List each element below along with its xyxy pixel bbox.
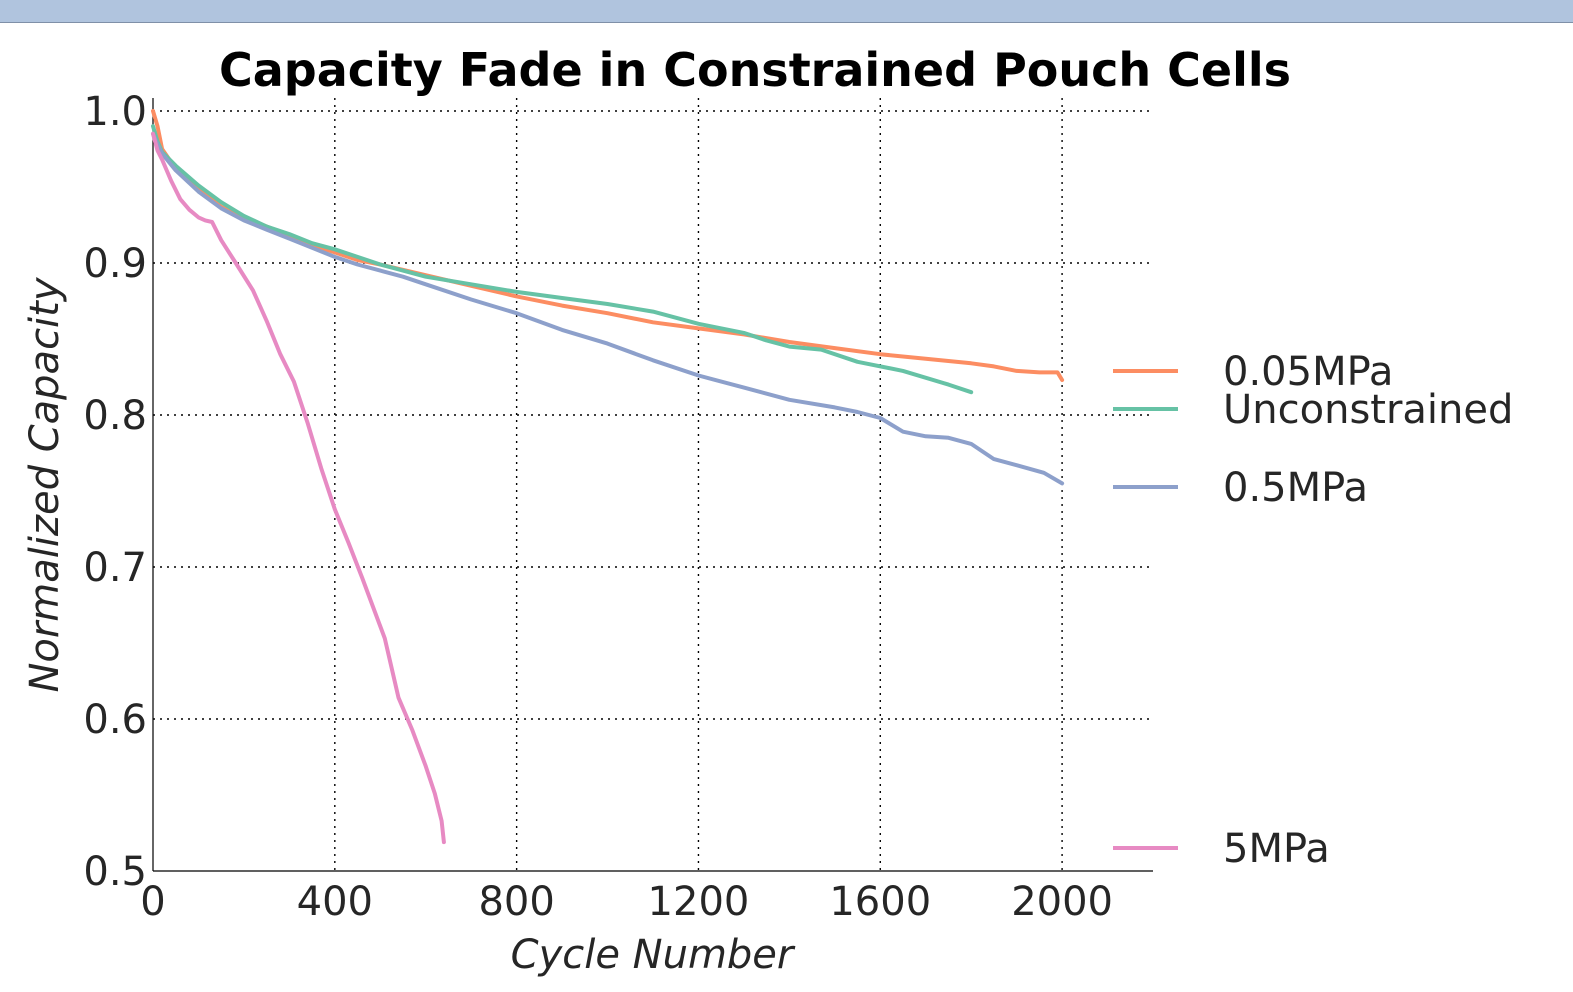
x-tick-label: 2000 — [1011, 879, 1113, 925]
legend-label-0-05mpa: 0.05MPa — [1223, 349, 1393, 395]
chart-title: Capacity Fade in Constrained Pouch Cells — [219, 43, 1291, 97]
y-tick-label: 1.0 — [83, 89, 147, 135]
y-tick-label: 0.6 — [83, 697, 147, 743]
legend-label-0-5mpa: 0.5MPa — [1223, 465, 1368, 511]
legend-label-5mpa: 5MPa — [1223, 826, 1330, 872]
series-line-unconstrained — [151, 124, 974, 395]
series-lines — [151, 109, 1065, 845]
tick-labels: 0.5 0.6 0.7 0.8 0.9 1.0 0 400 800 1200 1600 2000 — [83, 89, 1113, 925]
window-top-bar — [0, 0, 1573, 23]
y-tick-label: 0.9 — [83, 241, 147, 287]
legend-label-unconstrained: Unconstrained — [1223, 387, 1513, 433]
series-line-0-5mpa — [151, 131, 1065, 486]
y-tick-label: 0.7 — [83, 545, 147, 591]
y-tick-label: 0.8 — [83, 393, 147, 439]
grid — [153, 98, 1153, 871]
y-tick-label: 0.5 — [83, 849, 147, 895]
x-tick-label: 1600 — [829, 879, 931, 925]
y-axis-label: Normalized Capacity — [22, 276, 68, 692]
x-tick-label: 800 — [478, 879, 554, 925]
series-line-0-05mpa — [151, 109, 1065, 382]
series-line-5mpa — [151, 131, 446, 845]
x-tick-label: 0 — [140, 879, 165, 925]
x-axis-label: Cycle Number — [511, 932, 796, 978]
x-tick-label: 1200 — [648, 879, 750, 925]
x-tick-label: 400 — [297, 879, 373, 925]
axes — [152, 98, 1153, 872]
